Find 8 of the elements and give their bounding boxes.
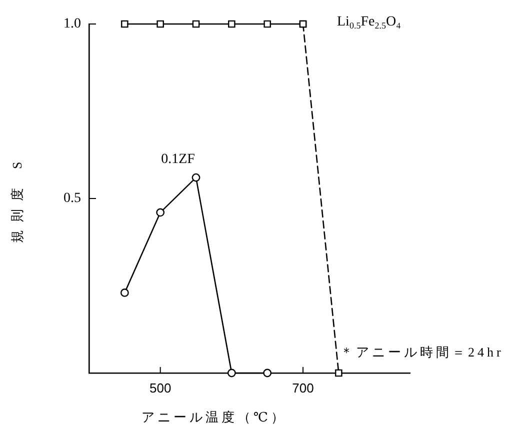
x-axis-title: アニール温度（℃） [141, 409, 287, 424]
x-tick-label: 500 [149, 380, 172, 396]
annotation: ＊アニール時間＝24hr [340, 344, 504, 360]
x-tick-label: 700 [292, 380, 314, 396]
y-axis-title: 規則度 S [9, 154, 24, 244]
series-label: 0.1ZF [161, 152, 196, 168]
y-tick-label: 0.5 [64, 191, 81, 206]
y-tick-label: 1.0 [64, 16, 81, 32]
